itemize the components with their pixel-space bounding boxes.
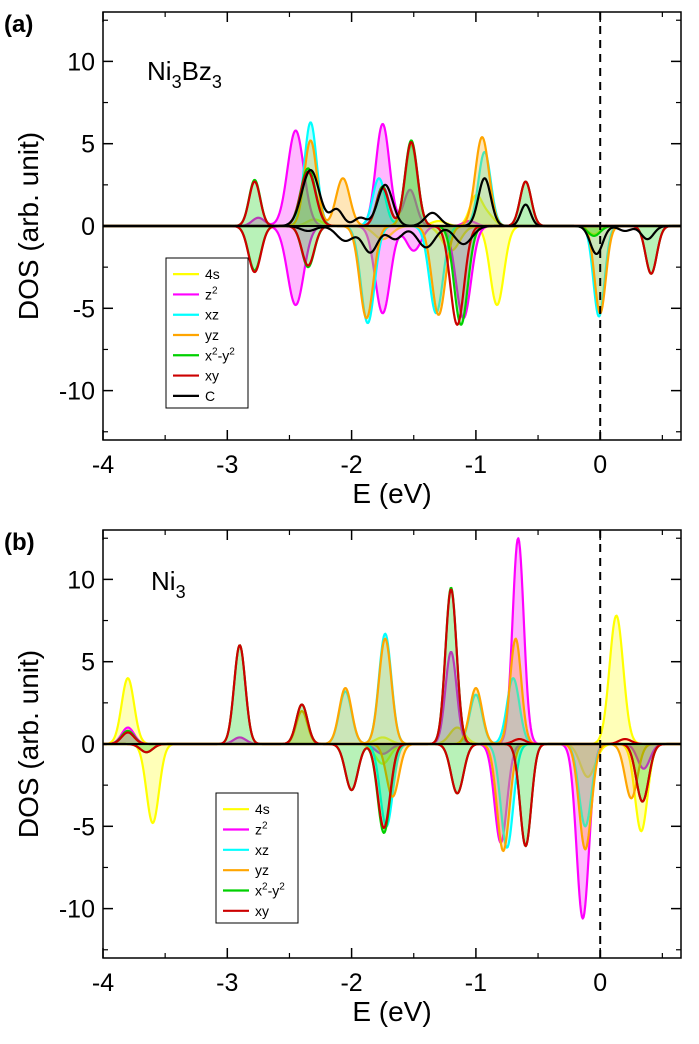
y-tick-label: 10 <box>67 48 95 76</box>
legend-label-part: 2 <box>279 882 285 893</box>
system-formula: Ni3Bz3 <box>147 56 222 92</box>
legend-label-part: 2 <box>262 882 268 893</box>
legend-label: C <box>205 388 215 404</box>
x-tick-label: -1 <box>465 451 487 479</box>
panel-label: (b) <box>4 529 35 556</box>
legend-label: x2-y2 <box>205 346 235 363</box>
legend-label: yz <box>205 327 219 343</box>
y-tick-label: 0 <box>81 213 95 241</box>
legend-label-part: yz <box>205 327 219 343</box>
y-tick-label: 10 <box>67 566 95 594</box>
legend-label-part: 4s <box>205 266 220 282</box>
legend-label: z2 <box>255 821 268 838</box>
legend-label-part: xy <box>255 903 269 919</box>
y-tick-label: 5 <box>81 649 95 677</box>
legend-label-part: C <box>205 388 215 404</box>
legend-label: x2-y2 <box>255 882 285 899</box>
system-formula-part: 3 <box>176 582 186 602</box>
legend-box <box>165 257 249 409</box>
legend-label: xy <box>205 368 219 384</box>
legend-label-part: xz <box>255 842 269 858</box>
x-axis-title: E (eV) <box>352 478 431 509</box>
plot-area <box>103 12 681 440</box>
legend-label: xz <box>205 307 219 323</box>
plot-area <box>103 530 681 958</box>
legend-label-part: x <box>205 347 212 363</box>
legend-box <box>215 792 299 924</box>
legend-label-part: 2 <box>212 285 218 296</box>
system-formula-part: Bz <box>182 56 212 86</box>
system-formula-part: Ni <box>151 566 176 596</box>
y-tick-label: 0 <box>81 731 95 759</box>
y-tick-label: -5 <box>73 813 95 841</box>
series-0-down-fill <box>103 744 681 832</box>
x-tick-label: -2 <box>340 451 362 479</box>
series-1-up-fill <box>103 124 681 226</box>
system-formula-part: Ni <box>147 56 172 86</box>
y-axis-title: DOS (arb. unit) <box>13 132 44 320</box>
legend-label-part: yz <box>255 862 269 878</box>
legend-label: 4s <box>255 801 270 817</box>
legend-label-part: -y <box>218 347 230 363</box>
x-tick-label: -4 <box>92 969 114 997</box>
y-tick-label: 5 <box>81 131 95 159</box>
system-formula: Ni3 <box>151 566 186 602</box>
series-4-down-fill <box>103 744 681 847</box>
x-tick-label: -1 <box>465 969 487 997</box>
series-1-down-fill <box>103 226 681 319</box>
x-tick-label: -3 <box>216 451 238 479</box>
y-tick-label: -10 <box>59 896 95 924</box>
legend-label: xy <box>255 903 269 919</box>
legend-label-part: 4s <box>255 801 270 817</box>
x-tick-label: -4 <box>92 451 114 479</box>
y-tick-label: -10 <box>59 378 95 406</box>
legend-label-part: z <box>255 822 262 838</box>
system-formula-part: 3 <box>212 72 222 92</box>
legend-label-part: xz <box>205 307 219 323</box>
panel-label: (a) <box>4 11 33 38</box>
y-tick-label: -5 <box>73 295 95 323</box>
x-tick-label: -3 <box>216 969 238 997</box>
series-0-up-fill <box>103 615 681 744</box>
legend-label-part: xy <box>205 368 219 384</box>
legend-label-part: -y <box>268 883 280 899</box>
x-axis-title: E (eV) <box>352 996 431 1027</box>
y-axis-title: DOS (arb. unit) <box>13 650 44 838</box>
series-3-down-fill <box>103 744 681 851</box>
legend-label-part: 2 <box>229 346 235 357</box>
legend-label-part: z <box>205 286 212 302</box>
x-tick-label: -2 <box>340 969 362 997</box>
legend-label-part: 2 <box>262 821 268 832</box>
x-tick-label: 0 <box>593 451 607 479</box>
x-tick-label: 0 <box>593 969 607 997</box>
legend-label: z2 <box>205 285 218 302</box>
system-formula-part: 3 <box>172 72 182 92</box>
legend-label-part: x <box>255 883 262 899</box>
legend-label: xz <box>255 842 269 858</box>
legend-label: yz <box>255 862 269 878</box>
legend-label-part: 2 <box>212 346 218 357</box>
legend-label: 4s <box>205 266 220 282</box>
